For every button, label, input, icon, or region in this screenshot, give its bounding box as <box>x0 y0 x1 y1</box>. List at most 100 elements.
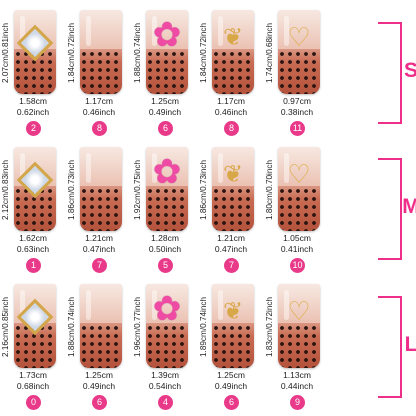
nail-number-badge: 10 <box>290 258 305 273</box>
flower-icon: ✿ <box>152 153 182 191</box>
nail-width-inch-label: 0.44inch <box>280 381 314 391</box>
bow-charm-icon: ❦ <box>222 161 244 188</box>
size-bracket <box>378 22 402 124</box>
nail-width-inch-label: 0.38inch <box>280 107 314 117</box>
nail-item: 1.84cm/0.72inch ❦ 1.17cm 0.46inch 8 <box>198 4 264 138</box>
nail-width-cm-label: 1.05cm <box>283 233 311 243</box>
nail-length-label: 1.86cm/0.73inch <box>199 159 208 221</box>
nail-number-badge: 4 <box>158 395 173 410</box>
nail-length-label: 1.80cm/0.70inch <box>265 159 274 221</box>
nail-item: 2.12cm/0.83inch 1.62cm 0.63inch 1 <box>0 141 66 275</box>
nail-width-inch-label: 0.63inch <box>16 244 50 254</box>
press-on-nail-image <box>146 10 188 94</box>
nail-length-label: 1.83cm/0.72inch <box>265 296 274 358</box>
nail-width-cm-label: 1.17cm <box>217 96 245 106</box>
press-on-nail-image <box>212 147 254 231</box>
size-label: L <box>404 333 416 356</box>
press-on-nail-image <box>278 10 320 94</box>
press-on-nail-image <box>146 147 188 231</box>
nail-number-badge: 6 <box>158 121 173 136</box>
nail-width-inch-label: 0.46inch <box>214 107 248 117</box>
press-on-nail-image <box>212 284 254 368</box>
size-label: M <box>402 195 416 218</box>
nail-width-inch-label: 0.49inch <box>148 107 182 117</box>
nail-number-badge: 8 <box>224 121 239 136</box>
nail-width-inch-label: 0.47inch <box>82 244 116 254</box>
nail-length-label: 1.84cm/0.72inch <box>67 22 76 84</box>
size-bracket <box>378 296 402 398</box>
size-bracket <box>378 158 402 260</box>
nail-number-badge: 6 <box>224 395 239 410</box>
nail-item: 1.84cm/0.72inch 1.17cm 0.46inch 8 <box>66 4 132 138</box>
nail-length-label: 1.88cm/0.74inch <box>67 296 76 358</box>
press-on-nail-image <box>212 10 254 94</box>
nail-item: 2.16cm/0.85inch 1.73cm 0.68inch 0 <box>0 278 66 412</box>
nail-item: 1.86cm/0.73inch ❦ 1.21cm 0.47inch 7 <box>198 141 264 275</box>
nail-width-cm-label: 1.73cm <box>19 370 47 380</box>
nail-length-label: 1.96cm/0.77inch <box>133 296 142 358</box>
nail-width-inch-label: 0.46inch <box>82 107 116 117</box>
nail-width-cm-label: 1.25cm <box>151 96 179 106</box>
nail-width-inch-label: 0.54inch <box>148 381 182 391</box>
nail-length-label: 1.84cm/0.72inch <box>199 22 208 84</box>
press-on-nail-image <box>146 284 188 368</box>
nail-width-cm-label: 1.21cm <box>85 233 113 243</box>
press-on-nail-image <box>278 147 320 231</box>
bow-charm-icon: ❦ <box>222 24 244 51</box>
nail-width-cm-label: 1.17cm <box>85 96 113 106</box>
nail-item: 1.74cm/0.68inch ♡ 0.97cm 0.38inch 11 <box>264 4 330 138</box>
heart-charm-icon: ♡ <box>287 159 311 189</box>
nail-length-label: 2.07cm/0.81inch <box>1 22 10 84</box>
nail-length-label: 1.86cm/0.73inch <box>67 159 76 221</box>
press-on-nail-image <box>80 284 122 368</box>
heart-charm-icon: ♡ <box>287 296 311 326</box>
nail-number-badge: 9 <box>290 395 305 410</box>
nail-length-label: 2.12cm/0.83inch <box>1 159 10 221</box>
nail-item: 1.86cm/0.73inch 1.21cm 0.47inch 7 <box>66 141 132 275</box>
heart-charm-icon: ♡ <box>287 22 311 52</box>
nail-width-inch-label: 0.47inch <box>214 244 248 254</box>
nail-item: 1.80cm/0.70inch ♡ 1.05cm 0.41inch 10 <box>264 141 330 275</box>
nail-width-cm-label: 1.58cm <box>19 96 47 106</box>
nail-width-inch-label: 0.49inch <box>214 381 248 391</box>
flower-icon: ✿ <box>152 16 182 54</box>
nail-item: 1.89cm/0.74inch ❦ 1.25cm 0.49inch 6 <box>198 278 264 412</box>
nail-width-cm-label: 1.62cm <box>19 233 47 243</box>
nail-width-cm-label: 1.39cm <box>151 370 179 380</box>
nail-length-label: 1.74cm/0.68inch <box>265 22 274 84</box>
nail-item: 1.83cm/0.72inch ♡ 1.13cm 0.44inch 9 <box>264 278 330 412</box>
nail-width-cm-label: 1.21cm <box>217 233 245 243</box>
nail-item: 1.92cm/0.75inch ✿ 1.28cm 0.50inch 5 <box>132 141 198 275</box>
nail-number-badge: 11 <box>290 121 305 136</box>
nail-item: 1.88cm/0.74inch ✿ 1.25cm 0.49inch 6 <box>132 4 198 138</box>
nail-width-inch-label: 0.49inch <box>82 381 116 391</box>
press-on-nail-image <box>80 10 122 94</box>
nail-number-badge: 8 <box>92 121 107 136</box>
bow-charm-icon: ❦ <box>222 298 244 325</box>
nail-item: 1.88cm/0.74inch 1.25cm 0.49inch 6 <box>66 278 132 412</box>
nail-width-inch-label: 0.68inch <box>16 381 50 391</box>
nail-length-label: 2.16cm/0.85inch <box>1 296 10 358</box>
nail-width-cm-label: 0.97cm <box>283 96 311 106</box>
nail-width-cm-label: 1.25cm <box>217 370 245 380</box>
nail-length-label: 1.89cm/0.74inch <box>199 296 208 358</box>
flower-icon: ✿ <box>152 290 182 328</box>
nail-number-badge: 1 <box>26 258 41 273</box>
nail-width-cm-label: 1.25cm <box>85 370 113 380</box>
nail-number-badge: 7 <box>92 258 107 273</box>
nail-number-badge: 5 <box>158 258 173 273</box>
nail-number-badge: 7 <box>224 258 239 273</box>
nail-width-inch-label: 0.62inch <box>16 107 50 117</box>
press-on-nail-image <box>80 147 122 231</box>
nail-width-cm-label: 1.28cm <box>151 233 179 243</box>
nail-number-badge: 0 <box>26 395 41 410</box>
nail-length-label: 1.88cm/0.74inch <box>133 22 142 84</box>
nail-number-badge: 6 <box>92 395 107 410</box>
press-on-nail-image <box>278 284 320 368</box>
nail-length-label: 1.92cm/0.75inch <box>133 159 142 221</box>
nail-item: 1.96cm/0.77inch ✿ 1.39cm 0.54inch 4 <box>132 278 198 412</box>
nail-number-badge: 2 <box>26 121 41 136</box>
size-label: S <box>403 59 416 82</box>
nail-item: 2.07cm/0.81inch 1.58cm 0.62inch 2 <box>0 4 66 138</box>
